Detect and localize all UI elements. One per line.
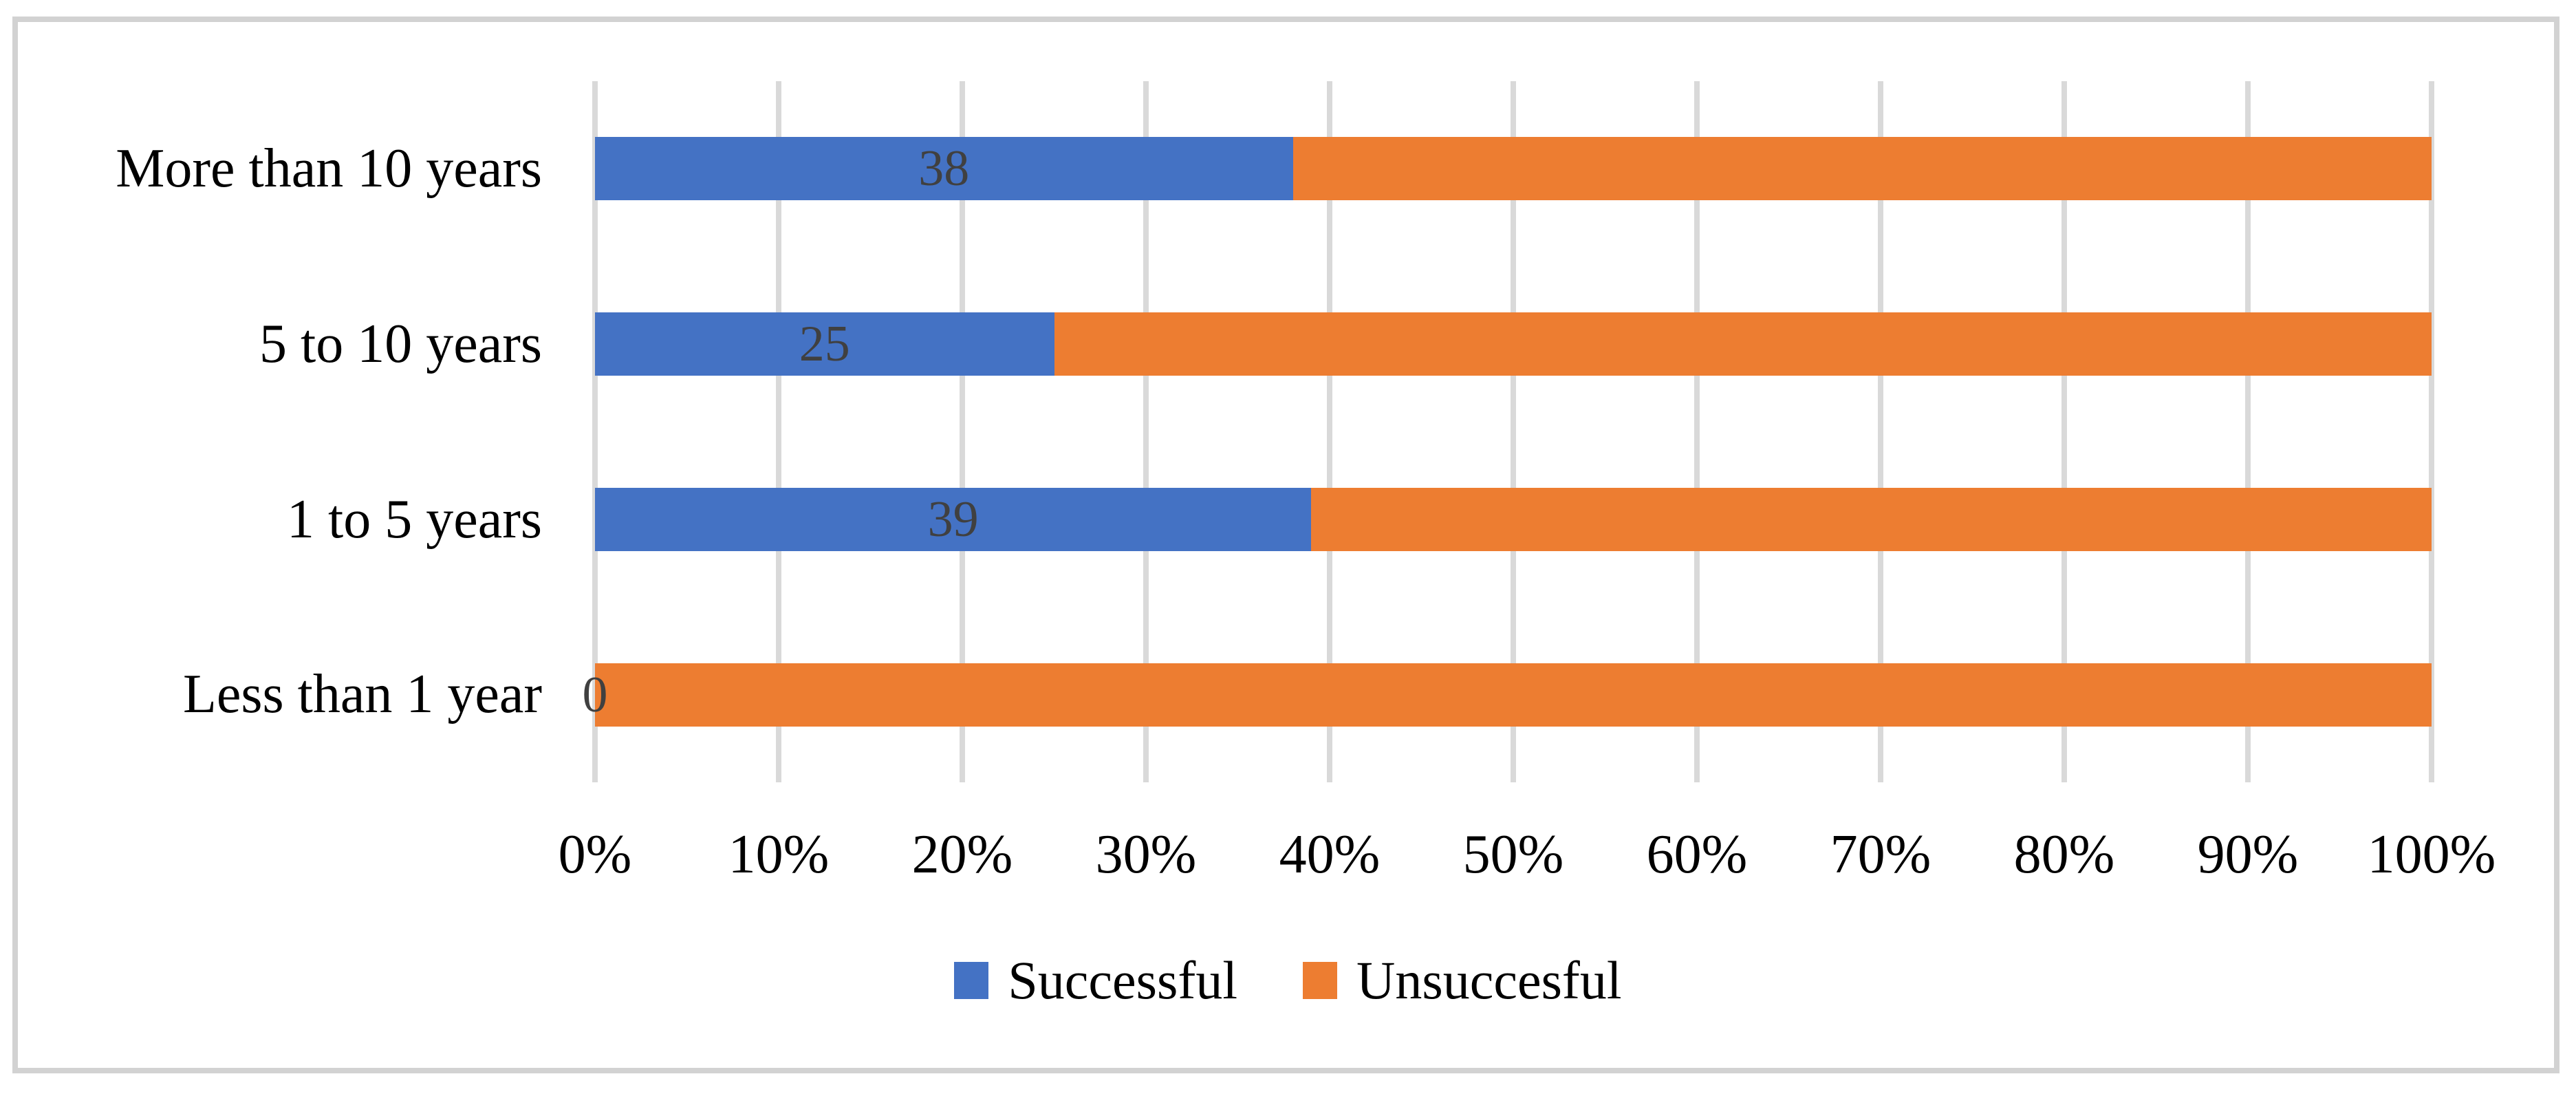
gridline — [776, 81, 781, 782]
data-label: 38 — [918, 140, 970, 197]
legend-label-successful: Successful — [1008, 950, 1238, 1010]
gridline — [592, 81, 598, 782]
bar-segment-unsuccesful — [1292, 137, 2432, 200]
category-label: Less than 1 year — [182, 664, 542, 725]
bar-segment-successful — [595, 137, 1293, 200]
legend: Successful Unsuccesful — [0, 953, 2576, 1008]
legend-label-unsuccesful: Unsuccesful — [1356, 950, 1622, 1010]
gridline — [1143, 81, 1149, 782]
bar-row: 39 — [595, 488, 2432, 551]
legend-item-successful: Successful — [954, 953, 1237, 1008]
data-label: 39 — [927, 491, 979, 548]
bar-segment-unsuccesful — [1054, 312, 2432, 376]
x-tick-label: 0% — [558, 824, 632, 885]
category-label: 1 to 5 years — [286, 489, 542, 550]
x-tick-label: 80% — [2013, 824, 2115, 885]
category-label: 5 to 10 years — [259, 314, 542, 374]
gridline — [2061, 81, 2067, 782]
gridline — [1694, 81, 1700, 782]
bar-segment-unsuccesful — [1311, 488, 2432, 551]
gridline — [1511, 81, 1516, 782]
bar-segment-unsuccesful — [595, 663, 2432, 727]
legend-item-unsuccesful: Unsuccesful — [1303, 953, 1622, 1008]
gridline — [2245, 81, 2251, 782]
legend-swatch-unsuccesful-icon — [1303, 962, 1338, 999]
x-tick-label: 50% — [1462, 824, 1564, 885]
x-tick-label: 70% — [1830, 824, 1931, 885]
category-label: More than 10 years — [116, 138, 542, 199]
x-tick-label: 30% — [1095, 824, 1197, 885]
plot-area: 38 25 39 0 — [583, 81, 2434, 782]
bar-row: 25 — [595, 312, 2432, 376]
bar-segment-successful — [595, 488, 1312, 551]
gridline — [2429, 81, 2434, 782]
x-tick-label: 100% — [2367, 824, 2496, 885]
x-tick-label: 40% — [1279, 824, 1381, 885]
x-tick-label: 90% — [2197, 824, 2299, 885]
x-tick-label: 60% — [1646, 824, 1748, 885]
gridline — [1327, 81, 1332, 782]
x-tick-label: 10% — [728, 824, 830, 885]
x-tick-label: 20% — [911, 824, 1013, 885]
bar-row: 38 — [595, 137, 2432, 200]
data-label: 25 — [799, 316, 850, 372]
legend-swatch-successful-icon — [954, 962, 989, 999]
bar-row: 0 — [583, 663, 2432, 727]
bar-segment-successful — [595, 312, 1054, 376]
gridline — [1878, 81, 1883, 782]
gridline — [960, 81, 965, 782]
data-label: 0 — [582, 667, 608, 723]
